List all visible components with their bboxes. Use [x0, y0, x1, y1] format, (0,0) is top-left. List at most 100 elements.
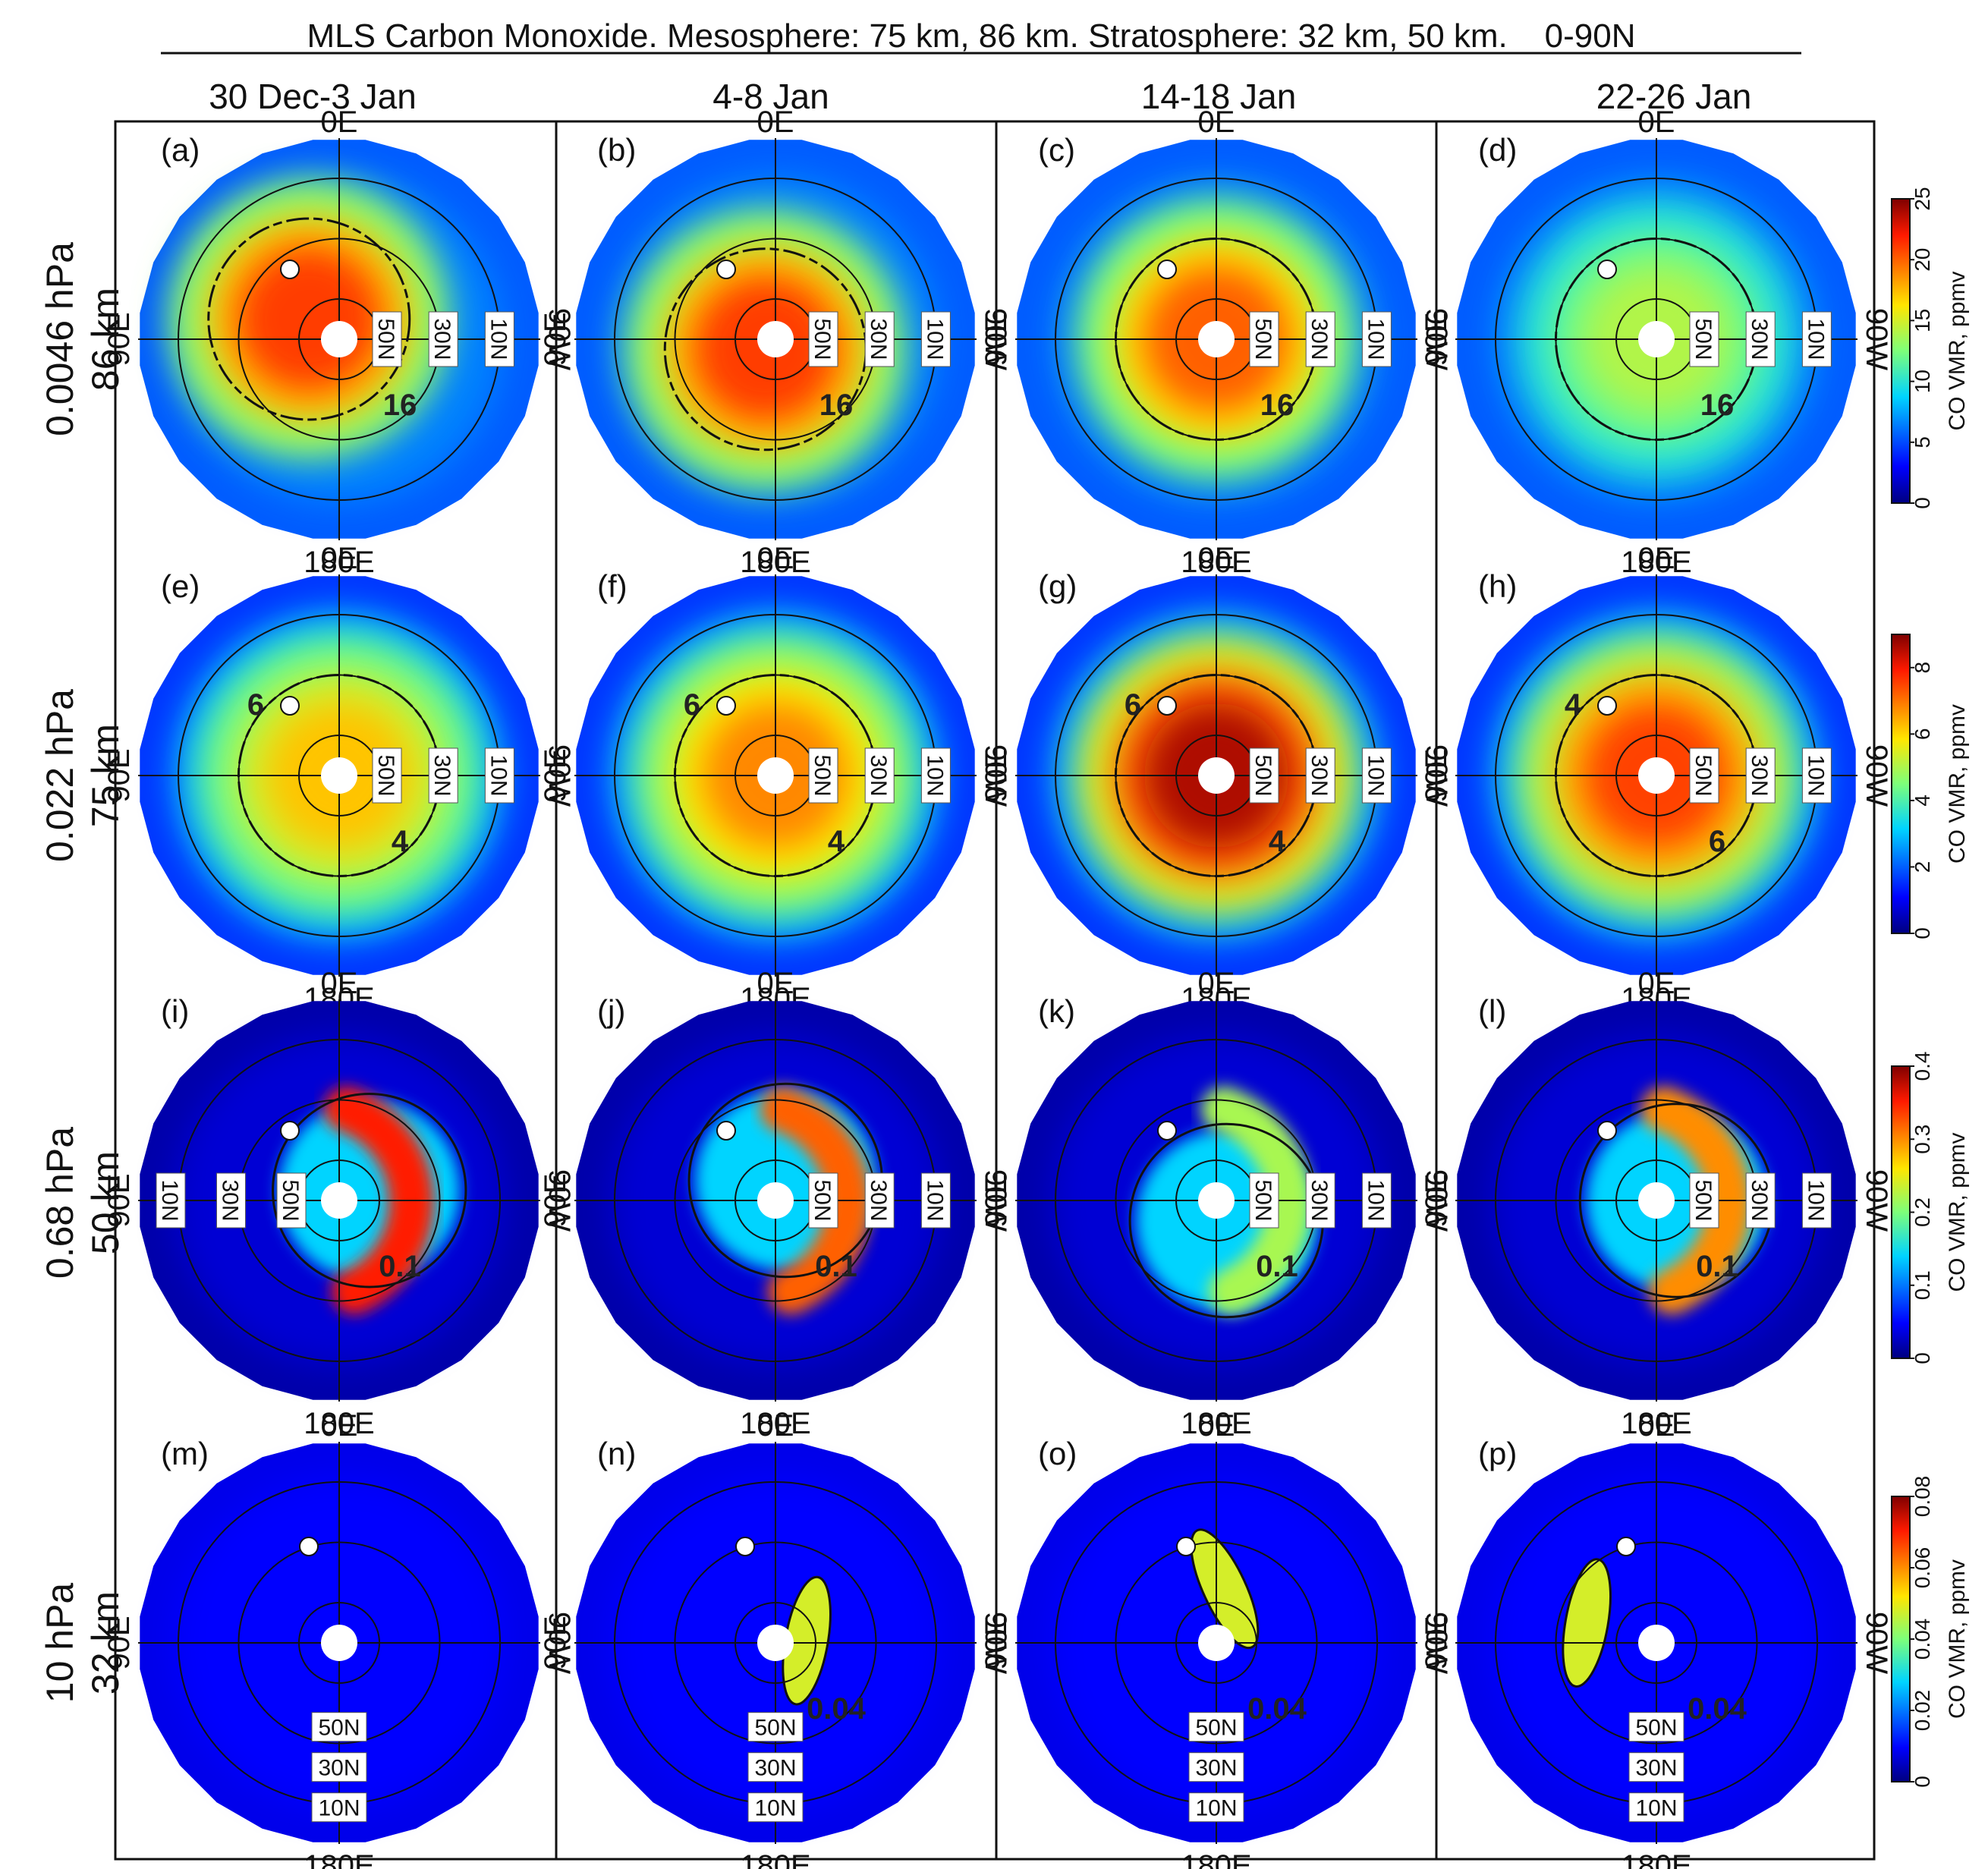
- colorbar-tick-label: 20: [1911, 248, 1934, 272]
- colorbar-tick-label: 8: [1911, 662, 1934, 674]
- lon-label-top: 0E: [757, 1409, 794, 1443]
- lon-label-top: 0E: [321, 542, 358, 575]
- pole-hole: [757, 1182, 794, 1219]
- lon-label-top: 0E: [757, 967, 794, 1000]
- colorbar-tick-label: 0.1: [1911, 1270, 1934, 1300]
- latitude-label-box: [428, 311, 458, 367]
- lon-label-top: 0E: [1638, 105, 1675, 139]
- co-filament: [1562, 1558, 1612, 1688]
- latitude-label: 30N: [1747, 1179, 1772, 1221]
- latitude-label-box: [1249, 1172, 1279, 1229]
- contour-label: 0.04: [1247, 1692, 1307, 1726]
- latitude-label: 50N: [1635, 1716, 1677, 1741]
- station-marker: [735, 1537, 755, 1556]
- latitude-label: 30N: [754, 1756, 796, 1781]
- latitude-label-group: 30N: [1628, 1752, 1684, 1782]
- lon-label-right: 90W: [1860, 744, 1893, 807]
- pole-hole: [1638, 321, 1675, 357]
- latitude-label-box: [1628, 1752, 1684, 1782]
- pole-hole: [321, 1625, 357, 1661]
- latitude-label-box: [428, 747, 458, 804]
- latitude-label-group: 10N: [1801, 1172, 1832, 1229]
- latitude-label: 30N: [1307, 754, 1332, 796]
- latitude-label-box: [1689, 747, 1719, 804]
- lon-label-bottom: 180E: [1621, 546, 1691, 579]
- panel-label: (n): [597, 1436, 636, 1471]
- latitude-label-box: [1188, 1712, 1244, 1742]
- pole-hole: [1198, 757, 1235, 794]
- latitude-label-box: [1745, 311, 1776, 367]
- lon-label-left: 90E: [1420, 748, 1453, 802]
- latitude-label-box: [747, 1792, 804, 1823]
- colorbar-tick-label: 0: [1911, 1352, 1934, 1364]
- panel-label: (g): [1038, 568, 1077, 604]
- row-label-2: 0.022 hPa 75 km: [39, 689, 127, 862]
- contour-label: 6: [247, 688, 264, 722]
- panel-label: (j): [597, 993, 625, 1029]
- row-label-4: 10 hPa 32 km: [39, 1583, 127, 1704]
- panel-label: (o): [1038, 1436, 1077, 1471]
- latitude-label-group: 30N: [864, 311, 895, 367]
- latitude-label-box: [920, 1172, 951, 1229]
- low-co-patch: [301, 1514, 423, 1635]
- colorbar-gradient: [1891, 198, 1911, 504]
- panel-label: (c): [1038, 132, 1075, 168]
- figure-title: MLS Carbon Monoxide. Mesosphere: 75 km, …: [307, 17, 1636, 55]
- row-altitude-2: 75 km: [84, 724, 127, 827]
- lon-label-left: 90E: [980, 1616, 1013, 1669]
- latitude-label-group: 50N: [372, 747, 402, 804]
- latitude-label-group: 10N: [156, 1172, 186, 1229]
- contour-label: 0.04: [807, 1692, 867, 1726]
- latitude-label-box: [1249, 747, 1279, 804]
- latitude-label-group: 10N: [311, 1792, 367, 1823]
- latitude-label-group: 30N: [1745, 747, 1776, 804]
- latitude-label-group: 30N: [216, 1172, 246, 1229]
- pole-hole: [757, 1625, 794, 1661]
- lon-label-right: 90W: [543, 1612, 576, 1674]
- latitude-label-box: [311, 1752, 367, 1782]
- latitude-label-group: 50N: [372, 311, 402, 367]
- lon-label-right: 90W: [979, 744, 1012, 807]
- panel-label: (f): [597, 568, 628, 604]
- latitude-label: 10N: [1803, 318, 1828, 360]
- lon-label-top: 0E: [1198, 105, 1235, 139]
- latitude-label: 50N: [1691, 1179, 1716, 1221]
- pole-hole: [757, 321, 794, 357]
- latitude-label-group: 30N: [1745, 1172, 1776, 1229]
- contour-label: 4: [1269, 825, 1286, 858]
- lon-label-left: 90E: [102, 1173, 136, 1227]
- colorbar-2: 0 2 4 6 8 CO VMR, ppmv: [1891, 634, 1970, 939]
- colorbar-3: 0 0.1 0.2 0.3 0.4 CO VMR, ppmv: [1891, 1052, 1970, 1364]
- latitude-label: 30N: [1307, 318, 1332, 360]
- latitude-label: 30N: [866, 1179, 891, 1221]
- colorbar-4: 0 0.02 0.04 0.06 0.08 CO VMR, ppmv: [1891, 1476, 1970, 1788]
- colorbar-tick-label: 0: [1911, 1776, 1934, 1788]
- lon-label-left: 90E: [980, 1173, 1013, 1227]
- latitude-label: 10N: [1363, 754, 1388, 796]
- latitude-label-box: [1188, 1752, 1244, 1782]
- latitude-label-box: [484, 747, 514, 804]
- co-filament: [1641, 1087, 1752, 1314]
- panel-label: (k): [1038, 993, 1075, 1029]
- lon-label-top: 0E: [1638, 542, 1675, 575]
- lon-label-bottom: 180E: [304, 1407, 374, 1440]
- latitude-label-box: [1361, 1172, 1392, 1229]
- latitude-label-group: 30N: [311, 1752, 367, 1782]
- lon-label-top: 0E: [1198, 1409, 1235, 1443]
- colorbar-gradient: [1891, 1065, 1911, 1359]
- station-marker: [716, 260, 736, 279]
- latitude-label-box: [156, 1172, 186, 1229]
- latitude-label: 30N: [1307, 1179, 1332, 1221]
- lon-label-left: 90E: [980, 748, 1013, 802]
- lon-label-left: 90E: [1420, 1173, 1453, 1227]
- station-marker: [1157, 1121, 1177, 1141]
- latitude-label: 30N: [218, 1179, 243, 1221]
- station-marker: [299, 1537, 319, 1556]
- latitude-label: 50N: [810, 754, 835, 796]
